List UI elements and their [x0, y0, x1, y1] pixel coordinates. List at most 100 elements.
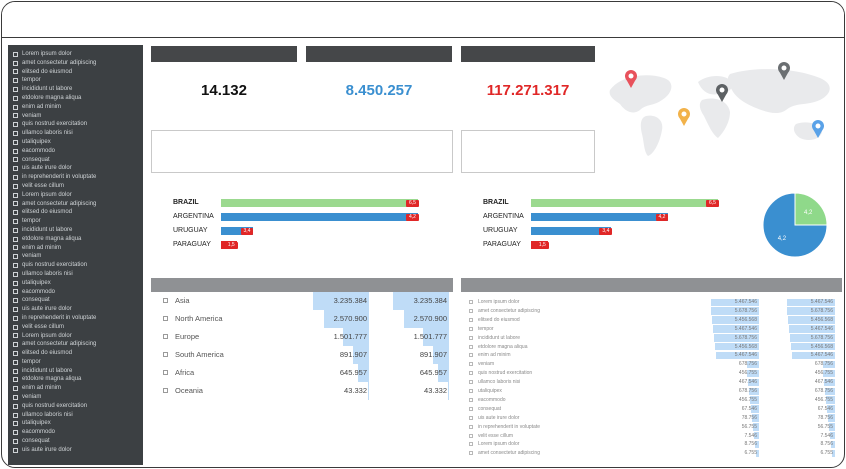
checkbox-icon[interactable] — [13, 421, 18, 427]
table-row[interactable]: elitsed do eiusmod 5.456.568 5.456.568 — [469, 316, 839, 325]
sidebar-filter-item[interactable]: Lorem ipsum dolor — [13, 332, 143, 341]
checkbox-icon[interactable] — [13, 324, 18, 330]
checkbox-icon[interactable] — [13, 438, 18, 444]
sidebar-filter-item[interactable]: eacommodo — [13, 288, 143, 297]
sidebar-filter-item[interactable]: consequat — [13, 156, 143, 165]
checkbox-icon[interactable] — [469, 389, 473, 393]
table-row[interactable]: Africa 645.957 645.957 — [151, 364, 453, 382]
sidebar-filter-item[interactable]: incididunt ut labore — [13, 85, 143, 94]
checkbox-icon[interactable] — [13, 227, 18, 233]
sidebar-filter-item[interactable]: in reprehenderit in voluptate — [13, 173, 143, 182]
sidebar-filter-item[interactable]: amet consectetur adipiscing — [13, 59, 143, 68]
sidebar-filter-item[interactable]: amet consectetur adipiscing — [13, 200, 143, 209]
sidebar-filter-item[interactable]: tempor — [13, 76, 143, 85]
checkbox-icon[interactable] — [13, 201, 18, 207]
checkbox-icon[interactable] — [13, 368, 18, 374]
sidebar-filter-item[interactable]: consequat — [13, 296, 143, 305]
checkbox-icon[interactable] — [13, 60, 18, 66]
checkbox-icon[interactable] — [13, 403, 18, 409]
table-row[interactable]: amet consectetur adipiscing 6.755 6.755 — [469, 449, 839, 458]
checkbox-icon[interactable] — [13, 95, 18, 101]
table-row[interactable]: uis aute irure dolor 78.756 78.756 — [469, 414, 839, 423]
checkbox-icon[interactable] — [13, 289, 18, 295]
sidebar-filter-item[interactable]: uis aute irure dolor — [13, 446, 143, 455]
checkbox-icon[interactable] — [13, 350, 18, 356]
checkbox-icon[interactable] — [13, 280, 18, 286]
checkbox-icon[interactable] — [469, 433, 473, 438]
sidebar-filter-item[interactable]: elitsed do eiusmod — [13, 349, 143, 358]
checkbox-icon[interactable] — [13, 236, 18, 242]
table-row[interactable]: in reprehenderit in voluptate 56.755 56.75… — [469, 423, 839, 432]
sidebar-filter-item[interactable]: utaliquipex — [13, 279, 143, 288]
sidebar-filter-item[interactable]: quis nostrud exercitation — [13, 120, 143, 129]
sidebar-filter-item[interactable]: Lorem ipsum dolor — [13, 191, 143, 200]
sidebar-filter-item[interactable]: incididunt ut labore — [13, 226, 143, 235]
table-row[interactable]: incididunt ut labore 5.678.756 5.678.756 — [469, 334, 839, 343]
sidebar-filter-item[interactable]: veniam — [13, 252, 143, 261]
checkbox-icon[interactable] — [13, 307, 18, 312]
table-row[interactable]: Europe 1.501.777 1.501.777 — [151, 328, 453, 346]
table-row[interactable]: Lorem ipsum dolor 5.467.546 5.467.546 — [469, 298, 839, 307]
checkbox-icon[interactable] — [469, 397, 473, 402]
sidebar-filter-item[interactable]: eacommodo — [13, 147, 143, 156]
sidebar-filter-item[interactable]: veniam — [13, 393, 143, 402]
checkbox-icon[interactable] — [469, 371, 473, 376]
checkbox-icon[interactable] — [163, 388, 168, 393]
checkbox-icon[interactable] — [469, 353, 473, 358]
sidebar-filter-item[interactable]: etdolore magna aliqua — [13, 94, 143, 103]
table-row[interactable]: etdolore magna aliqua 5.456.568 5.456.568 — [469, 343, 839, 352]
sidebar-filter-item[interactable]: enim ad minim — [13, 103, 143, 112]
sidebar-filter-item[interactable]: quis nostrud exercitation — [13, 261, 143, 270]
checkbox-icon[interactable] — [13, 447, 18, 453]
checkbox-icon[interactable] — [13, 342, 18, 348]
checkbox-icon[interactable] — [469, 451, 473, 456]
checkbox-icon[interactable] — [469, 308, 473, 313]
sidebar-filter-item[interactable]: incididunt ut labore — [13, 367, 143, 376]
checkbox-icon[interactable] — [469, 442, 473, 447]
checkbox-icon[interactable] — [163, 334, 168, 339]
checkbox-icon[interactable] — [13, 175, 18, 181]
checkbox-icon[interactable] — [163, 316, 168, 321]
checkbox-icon[interactable] — [13, 263, 18, 269]
sidebar-filter-item[interactable]: veniam — [13, 112, 143, 121]
checkbox-icon[interactable] — [13, 430, 18, 436]
table-row[interactable]: Lorem ipsum dolor 8.756 8.756 — [469, 440, 839, 449]
table-row[interactable]: quis nostrud exercitation 456.755 456.755 — [469, 369, 839, 378]
checkbox-icon[interactable] — [13, 183, 18, 189]
table-row[interactable]: enim ad minim 5.467.546 5.467.546 — [469, 351, 839, 360]
sidebar-filter-item[interactable]: elitsed do eiusmod — [13, 208, 143, 217]
table-row[interactable]: tempor 5.467.546 5.467.546 — [469, 325, 839, 334]
sidebar-filter-item[interactable]: uis aute irure dolor — [13, 164, 143, 173]
sidebar-filter-item[interactable]: utaliquipex — [13, 138, 143, 147]
table-row[interactable]: amet consectetur adipiscing 5.678.756 5.67… — [469, 307, 839, 316]
sidebar-filter-item[interactable]: consequat — [13, 437, 143, 446]
sidebar-filter-item[interactable]: etdolore magna aliqua — [13, 375, 143, 384]
checkbox-icon[interactable] — [469, 344, 473, 349]
checkbox-icon[interactable] — [13, 377, 18, 383]
checkbox-icon[interactable] — [13, 412, 18, 418]
table-row[interactable]: Oceania 43.332 43.332 — [151, 382, 453, 400]
checkbox-icon[interactable] — [469, 380, 473, 385]
checkbox-icon[interactable] — [13, 51, 18, 57]
checkbox-icon[interactable] — [13, 148, 18, 154]
checkbox-icon[interactable] — [13, 271, 18, 277]
checkbox-icon[interactable] — [163, 298, 168, 303]
checkbox-icon[interactable] — [13, 394, 18, 400]
sidebar-filter-item[interactable]: ullamco laboris nisi — [13, 411, 143, 420]
checkbox-icon[interactable] — [13, 315, 18, 321]
sidebar-filter-item[interactable]: Lorem ipsum dolor — [13, 50, 143, 59]
table-row[interactable]: veniam 678.756 678.756 — [469, 360, 839, 369]
checkbox-icon[interactable] — [13, 386, 18, 392]
checkbox-icon[interactable] — [469, 415, 473, 420]
checkbox-icon[interactable] — [469, 326, 473, 331]
sidebar-filter-item[interactable]: ullamco laboris nisi — [13, 270, 143, 279]
sidebar-filter-item[interactable]: elitsed do eiusmod — [13, 68, 143, 77]
checkbox-icon[interactable] — [469, 362, 473, 367]
sidebar-filter-item[interactable]: utaliquipex — [13, 419, 143, 428]
sidebar-filter-item[interactable]: amet consectetur adipiscing — [13, 340, 143, 349]
checkbox-icon[interactable] — [469, 406, 473, 411]
checkbox-icon[interactable] — [13, 254, 18, 260]
checkbox-icon[interactable] — [13, 245, 18, 251]
checkbox-icon[interactable] — [13, 104, 18, 110]
table-row[interactable]: consequat 67.546 67.546 — [469, 405, 839, 414]
